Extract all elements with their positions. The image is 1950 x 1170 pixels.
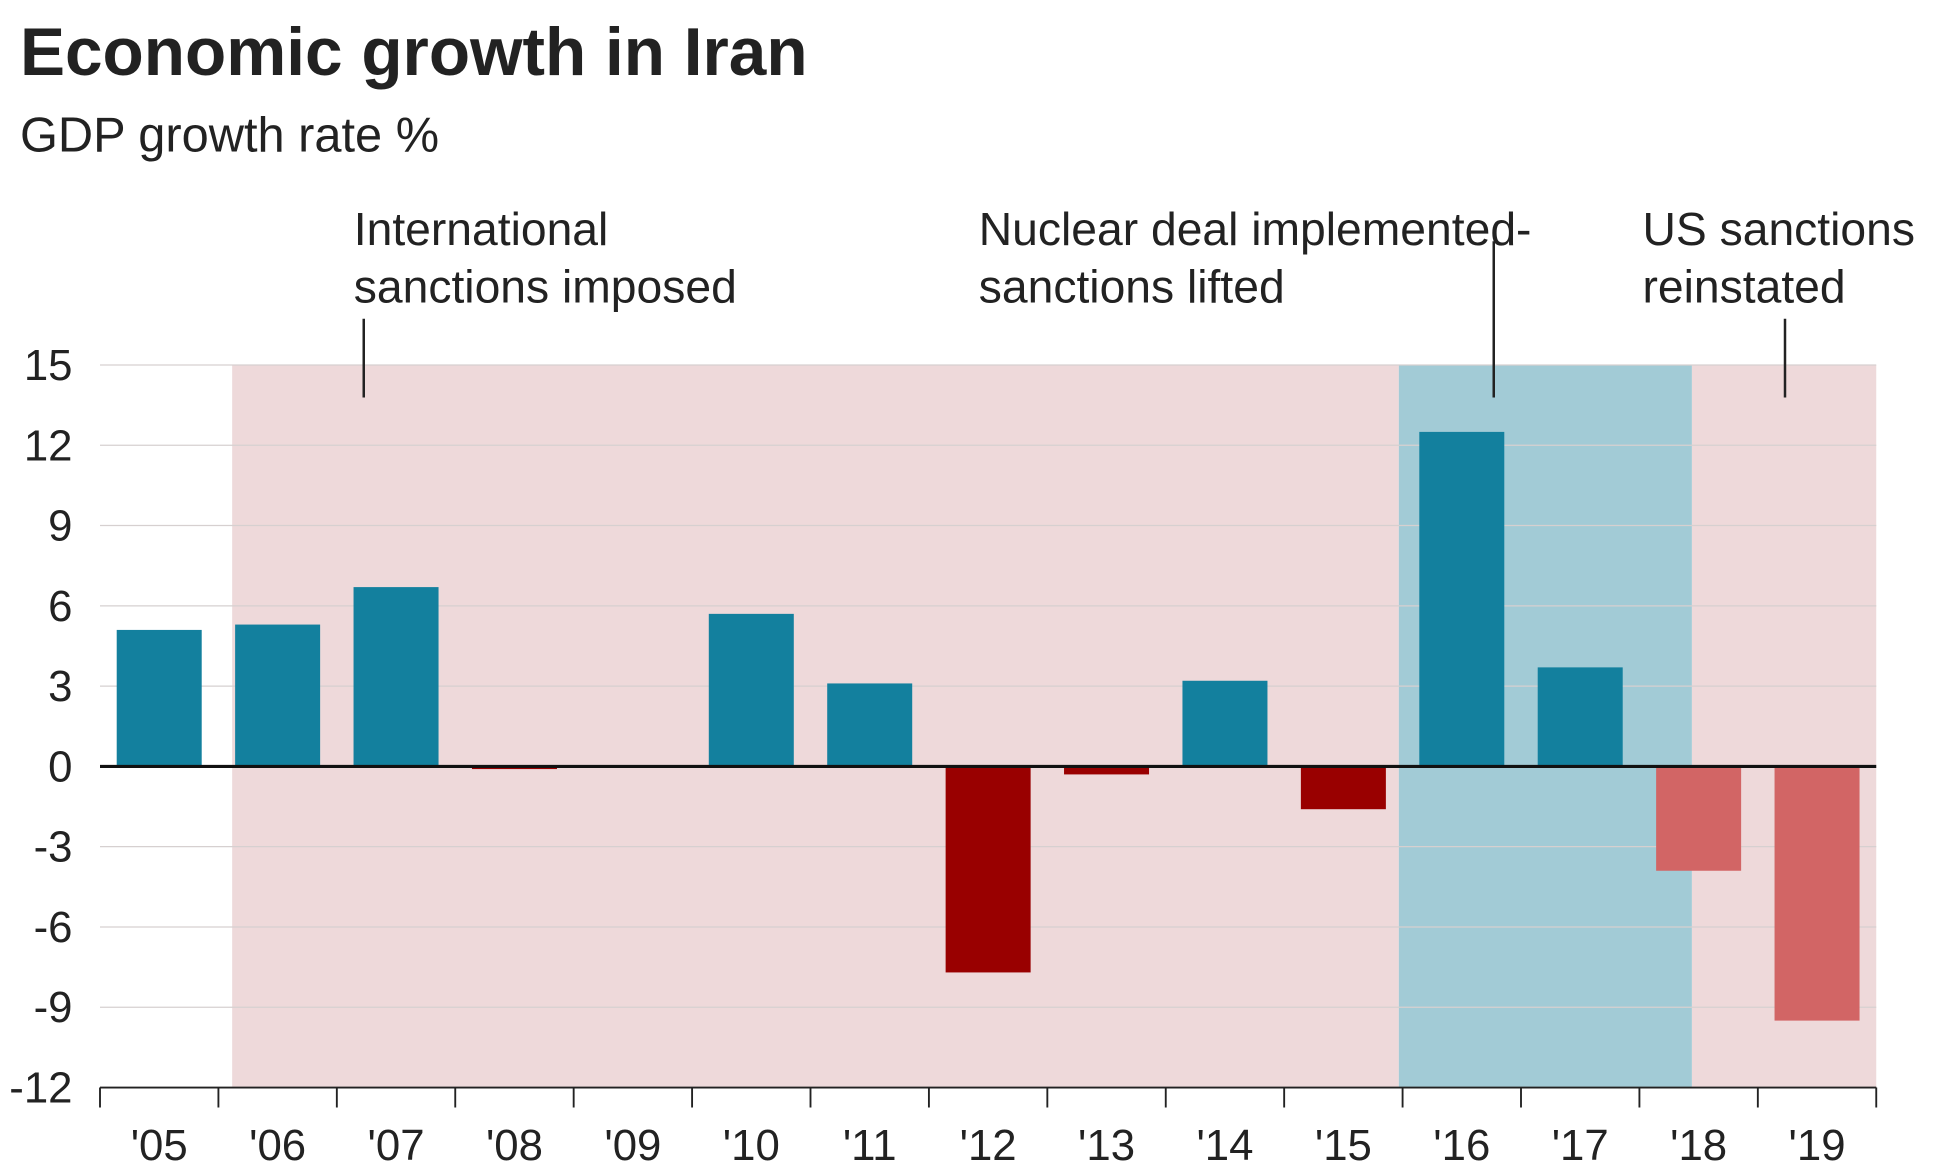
bar-16 bbox=[1419, 431, 1505, 767]
annotation-text: International bbox=[354, 203, 609, 255]
annotation-text: sanctions imposed bbox=[354, 261, 737, 313]
chart-subtitle: GDP growth rate % bbox=[20, 108, 439, 162]
x-tick-label: '07 bbox=[368, 1121, 425, 1170]
bar-12 bbox=[945, 766, 1031, 973]
x-tick-label: '15 bbox=[1315, 1121, 1372, 1170]
bar-13 bbox=[1064, 766, 1150, 775]
y-tick-label: 15 bbox=[24, 341, 73, 390]
bar-19 bbox=[1774, 766, 1860, 1021]
bar-11 bbox=[827, 683, 913, 767]
bar-15 bbox=[1300, 766, 1386, 810]
annotation-text: US sanctions bbox=[1643, 203, 1916, 255]
y-tick-label: 12 bbox=[24, 421, 73, 470]
y-tick-label: -3 bbox=[34, 823, 73, 872]
x-tick-label: '14 bbox=[1196, 1121, 1253, 1170]
bar-18 bbox=[1656, 766, 1742, 871]
y-tick-label: 3 bbox=[48, 662, 72, 711]
x-tick-label: '11 bbox=[843, 1121, 897, 1170]
bar-05 bbox=[116, 629, 202, 767]
bar-10 bbox=[708, 613, 794, 767]
x-tick-label: '08 bbox=[486, 1121, 543, 1170]
y-tick-label: -12 bbox=[9, 1064, 72, 1113]
y-tick-label: 9 bbox=[48, 502, 72, 551]
y-tick-label: 6 bbox=[48, 582, 72, 631]
x-tick-label: '06 bbox=[249, 1121, 306, 1170]
chart-title: Economic growth in Iran bbox=[20, 15, 808, 90]
y-tick-label: -6 bbox=[34, 903, 73, 952]
axes: 15 12 9 6 3 0 -3 -6 -9 -12 '05 '06 '07 '08 '09 '10 '11 '1… bbox=[9, 341, 1878, 1170]
x-tick-label: '12 bbox=[960, 1121, 1017, 1170]
bars bbox=[116, 431, 1860, 1021]
x-tick-label: '17 bbox=[1552, 1121, 1609, 1170]
annotation-text: Nuclear deal implemented- bbox=[979, 203, 1532, 255]
bar-14 bbox=[1182, 680, 1268, 767]
period-shading bbox=[232, 365, 1877, 1088]
x-tick-label: '09 bbox=[604, 1121, 661, 1170]
annotation-text: reinstated bbox=[1643, 261, 1846, 313]
x-tick-label: '05 bbox=[131, 1121, 188, 1170]
y-tick-label: 0 bbox=[48, 742, 72, 791]
x-tick-label: '18 bbox=[1670, 1121, 1727, 1170]
x-tick-label: '16 bbox=[1433, 1121, 1490, 1170]
bar-06 bbox=[235, 624, 321, 767]
x-tick-label: '19 bbox=[1789, 1121, 1846, 1170]
x-tick-label: '13 bbox=[1078, 1121, 1135, 1170]
x-tick-label: '10 bbox=[723, 1121, 780, 1170]
bar-17 bbox=[1537, 667, 1623, 767]
bar-07 bbox=[353, 587, 439, 767]
annotation-text: sanctions lifted bbox=[979, 261, 1285, 313]
annotations: International sanctions imposed Nuclear de… bbox=[354, 203, 1916, 398]
y-tick-label: -9 bbox=[34, 983, 73, 1032]
